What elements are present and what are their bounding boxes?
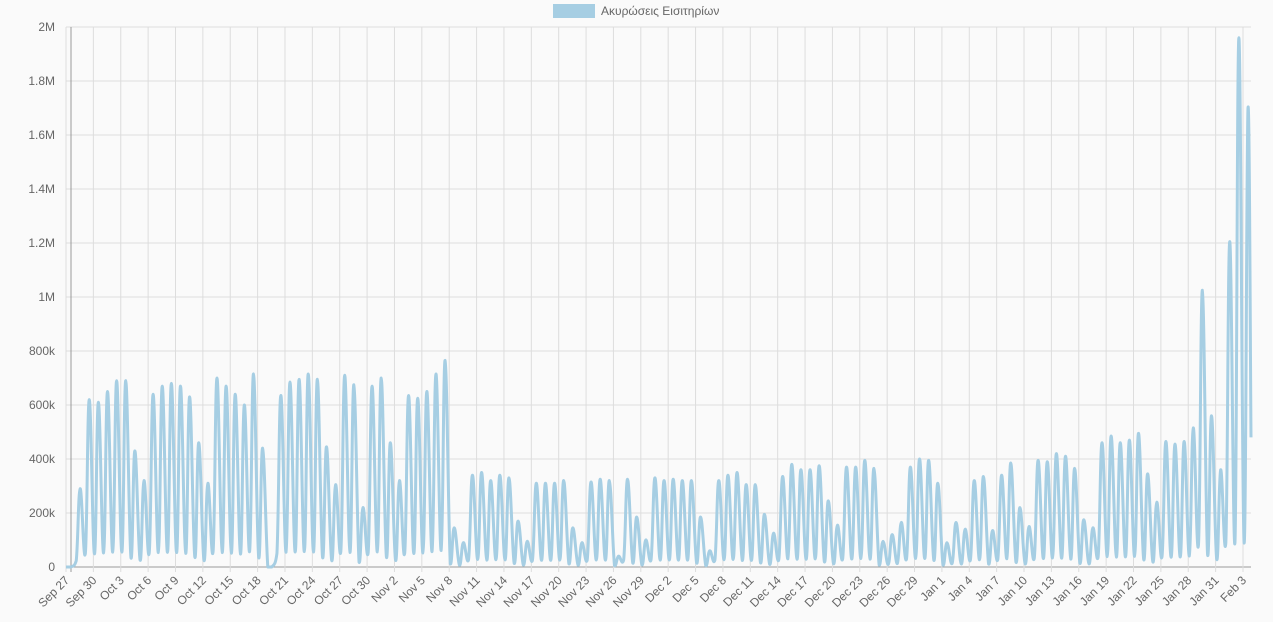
- x-tick-label: Nov 2: [369, 573, 401, 605]
- series-layer: [65, 36, 1253, 569]
- x-tick-label: Dec 2: [642, 573, 674, 605]
- x-tick-label: Oct 6: [124, 573, 154, 603]
- x-tick-label: Jan 28: [1159, 573, 1195, 609]
- x-tick-label: Oct 24: [284, 573, 319, 608]
- y-tick-label: 1.2M: [28, 236, 55, 250]
- y-tick-label: 800k: [29, 344, 56, 358]
- x-tick-label: Feb 3: [1218, 573, 1250, 605]
- x-tick-label: Dec 29: [884, 573, 921, 610]
- x-tick-label: Oct 12: [174, 573, 209, 608]
- y-tick-label: 1M: [38, 290, 55, 304]
- x-tick-label: Jan 22: [1104, 573, 1140, 609]
- x-tick-label: Oct 3: [97, 573, 127, 603]
- x-tick-label: Dec 5: [670, 573, 702, 605]
- series-line: [65, 36, 1253, 569]
- y-axis: 0 200k 400k 600k 800k 1M 1.2M 1.4M 1.6M 1.8M 2M: [28, 20, 56, 574]
- x-tick-label: Jan 16: [1050, 573, 1086, 609]
- x-tick-label: Jan 4: [945, 573, 976, 604]
- y-tick-label: 200k: [29, 506, 56, 520]
- x-tick-label: Jan 31: [1186, 573, 1222, 609]
- x-tick-label: Jan 13: [1022, 573, 1058, 609]
- y-tick-label: 2M: [38, 20, 55, 34]
- x-tick-label: Oct 27: [311, 573, 346, 608]
- y-tick-label: 1.8M: [28, 74, 55, 88]
- y-tick-label: 0: [48, 560, 55, 574]
- x-tick-label: Nov 29: [610, 573, 647, 610]
- x-tick-label: Jan 25: [1132, 573, 1168, 609]
- x-tick-label: Sep 30: [63, 573, 100, 610]
- x-tick-label: Oct 21: [256, 573, 291, 608]
- x-tick-label: Jan 10: [995, 573, 1031, 609]
- x-tick-label: Oct 30: [338, 573, 373, 608]
- x-tick-label: Oct 18: [229, 573, 264, 608]
- y-tick-label: 600k: [29, 398, 56, 412]
- x-tick-label: Jan 1: [917, 573, 948, 604]
- x-tick-label: Oct 15: [201, 573, 236, 608]
- legend-swatch: [553, 4, 595, 18]
- y-tick-label: 400k: [29, 452, 56, 466]
- x-tick-label: Jan 19: [1077, 573, 1113, 609]
- y-tick-label: 1.6M: [28, 128, 55, 142]
- y-tick-label: 1.4M: [28, 182, 55, 196]
- legend-label: Ακυρώσεις Εισιτηρίων: [601, 4, 719, 18]
- x-tick-label: Nov 5: [396, 573, 428, 605]
- legend[interactable]: Ακυρώσεις Εισιτηρίων: [553, 4, 719, 18]
